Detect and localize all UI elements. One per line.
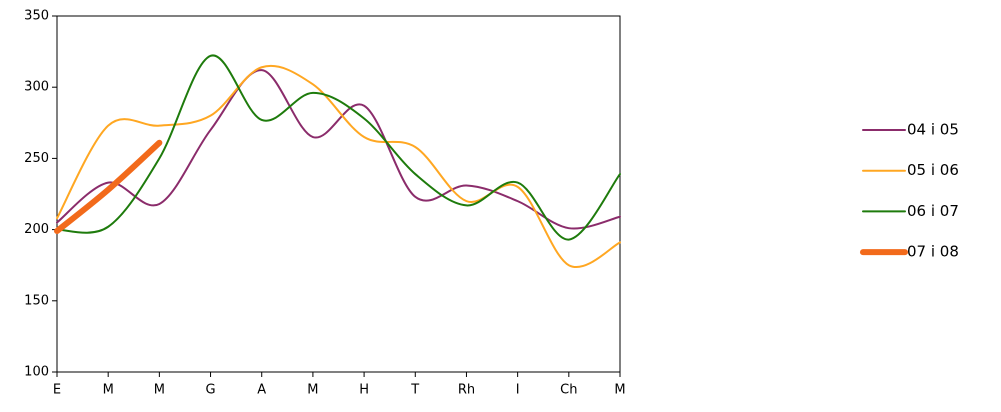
y-tick-label: 100 (24, 365, 49, 380)
series-line (54, 139, 163, 235)
x-tick-label: Ch (560, 383, 577, 398)
x-tick-label: M (103, 383, 114, 398)
y-tick-label: 250 (24, 151, 49, 166)
y-tick-label: 300 (24, 80, 49, 95)
legend-label: 06 i 07 (907, 202, 959, 220)
x-tick-label: E (53, 383, 61, 398)
y-tick-label: 350 (24, 9, 49, 24)
x-tick-label: M (307, 383, 318, 398)
legend: 04 i 05 05 i 06 06 i 07 07 i 08 (860, 121, 959, 261)
x-tick-label: T (410, 383, 419, 398)
x-tick-label: H (359, 383, 369, 398)
legend-label: 04 i 05 (907, 121, 959, 139)
x-tick-label: M (154, 383, 165, 398)
x-tick-label: M (614, 383, 625, 398)
x-tick-label: Rh (458, 383, 475, 398)
series-line (56, 69, 621, 230)
legend-label: 05 i 06 (907, 161, 959, 179)
y-tick-label: 150 (24, 293, 49, 308)
legend-label: 07 i 08 (907, 243, 959, 261)
plot-area (56, 15, 621, 373)
y-tick-label: 200 (24, 222, 49, 237)
x-tick-label: G (206, 383, 216, 398)
series-line (56, 65, 621, 268)
x-tick-label: I (516, 383, 520, 398)
x-tick-label: A (257, 383, 266, 398)
series-line (56, 54, 621, 241)
